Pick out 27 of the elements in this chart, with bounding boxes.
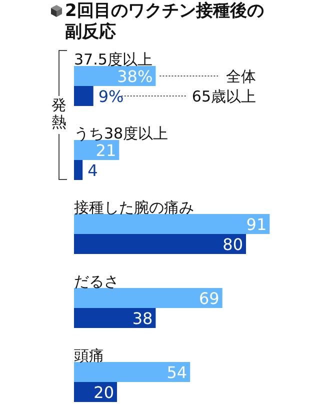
data-label: 4 [88,160,98,180]
bar [74,140,120,160]
bar [74,160,83,180]
y-tick-label: 頭痛 [74,346,104,364]
text: 発熱 [51,96,67,131]
data-label: 20 [94,382,114,402]
y-tick-label: 接種した腕の痛み [74,198,194,216]
bar [74,308,156,328]
y-tick-label: 37.5度以上 [74,50,152,68]
data-label: 38 [132,308,153,328]
data-label: 54 [166,362,188,382]
bar [74,234,246,254]
bar [74,362,190,382]
data-label: 69 [198,288,220,308]
data-label: 21 [96,140,116,160]
text: 全体 [226,67,256,86]
y-tick-label: だるさ [74,272,119,290]
bar [74,86,94,106]
data-label: 80 [222,234,243,254]
data-label: 9% [98,86,124,106]
chart-title: 2回目のワクチン接種後の副反応 [65,1,265,43]
bar [74,214,270,234]
data-label: 38% [117,66,153,86]
text: 65歳以上 [192,87,256,106]
data-label: 91 [246,214,267,234]
y-tick-label: うち38度以上 [74,124,168,142]
bar [74,288,222,308]
